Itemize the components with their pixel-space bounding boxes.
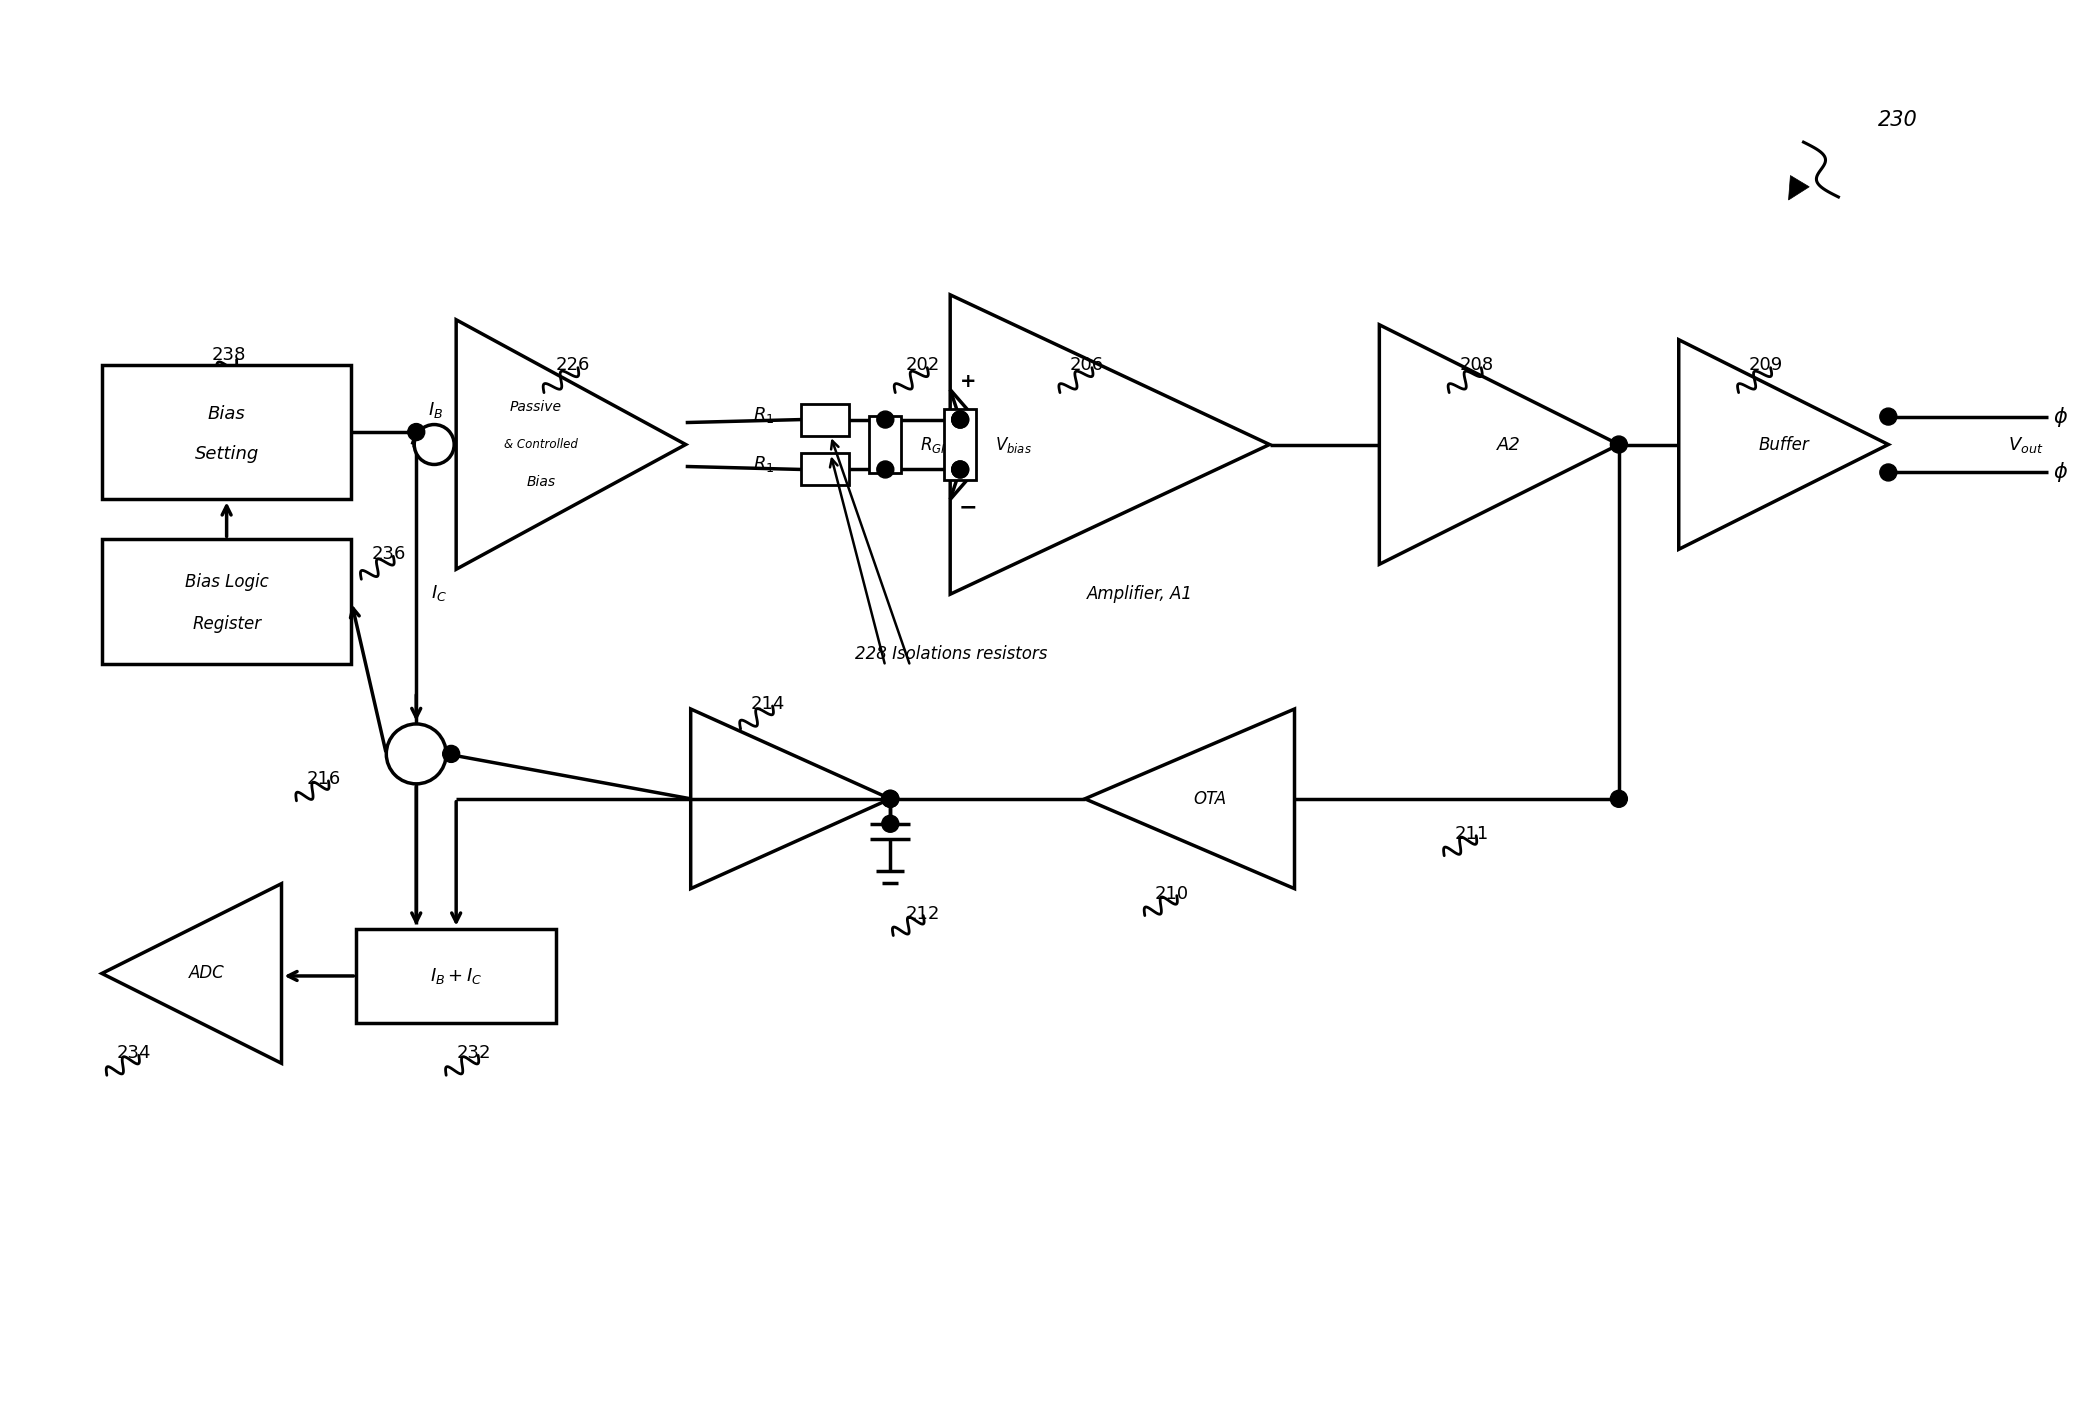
Text: −: − xyxy=(960,497,976,517)
Circle shape xyxy=(951,411,968,428)
Circle shape xyxy=(951,411,968,428)
Bar xyxy=(870,416,901,473)
Text: Register: Register xyxy=(192,614,261,633)
Circle shape xyxy=(443,745,460,762)
Text: 202: 202 xyxy=(905,355,939,373)
Text: OTA: OTA xyxy=(1194,790,1225,807)
Text: 208: 208 xyxy=(1460,355,1493,373)
Text: 210: 210 xyxy=(1154,885,1190,903)
Text: $I_B + I_C$: $I_B + I_C$ xyxy=(431,967,483,986)
Text: 206: 206 xyxy=(1071,355,1104,373)
Circle shape xyxy=(951,461,968,478)
Text: +: + xyxy=(960,372,976,392)
Circle shape xyxy=(1610,435,1627,454)
Text: $I_B$: $I_B$ xyxy=(429,400,443,420)
Text: $R_1$: $R_1$ xyxy=(753,404,774,424)
Text: 234: 234 xyxy=(117,1044,151,1062)
Bar xyxy=(801,454,849,486)
Text: $\phi$: $\phi$ xyxy=(2053,404,2068,428)
Text: $V_{bias}$: $V_{bias}$ xyxy=(995,434,1033,455)
Text: Bias Logic: Bias Logic xyxy=(184,572,268,590)
Text: 232: 232 xyxy=(456,1044,491,1062)
Text: Bias: Bias xyxy=(527,475,556,489)
Text: & Controlled: & Controlled xyxy=(504,438,577,451)
Text: A2: A2 xyxy=(1497,435,1520,454)
Text: 236: 236 xyxy=(372,545,406,564)
Text: 226: 226 xyxy=(556,355,590,373)
Text: $V_{out}$: $V_{out}$ xyxy=(2007,434,2043,455)
Circle shape xyxy=(1880,464,1897,480)
Text: $R_{GMR}$: $R_{GMR}$ xyxy=(920,434,960,455)
Text: Amplifier, A1: Amplifier, A1 xyxy=(1087,585,1192,603)
Text: Setting: Setting xyxy=(194,445,259,464)
Circle shape xyxy=(882,790,899,807)
Polygon shape xyxy=(1788,176,1809,200)
Circle shape xyxy=(387,724,445,783)
Text: $\phi$: $\phi$ xyxy=(2053,461,2068,485)
Text: 212: 212 xyxy=(905,905,939,923)
Text: ADC: ADC xyxy=(188,965,224,982)
Bar xyxy=(945,409,976,480)
Bar xyxy=(801,403,849,435)
Bar xyxy=(355,929,556,1023)
Circle shape xyxy=(882,816,899,833)
Text: Passive: Passive xyxy=(510,400,562,414)
Text: $I_C$: $I_C$ xyxy=(431,583,447,603)
Circle shape xyxy=(408,424,424,441)
Text: 209: 209 xyxy=(1748,355,1784,373)
Circle shape xyxy=(876,411,893,428)
Text: 216: 216 xyxy=(307,769,341,788)
Circle shape xyxy=(882,790,899,807)
Circle shape xyxy=(1610,790,1627,807)
Text: 214: 214 xyxy=(751,695,784,713)
Text: 228 Isolations resistors: 228 Isolations resistors xyxy=(855,645,1048,664)
Text: $R_1$: $R_1$ xyxy=(753,455,774,475)
Circle shape xyxy=(1880,409,1897,426)
Circle shape xyxy=(876,461,893,478)
Text: Bias: Bias xyxy=(207,404,245,423)
Bar xyxy=(102,540,351,664)
Text: 211: 211 xyxy=(1453,824,1489,843)
Text: 230: 230 xyxy=(1878,110,1917,130)
Circle shape xyxy=(951,461,968,478)
Circle shape xyxy=(414,424,454,465)
Text: Buffer: Buffer xyxy=(1759,435,1809,454)
Bar xyxy=(102,365,351,499)
Text: 238: 238 xyxy=(211,345,247,364)
